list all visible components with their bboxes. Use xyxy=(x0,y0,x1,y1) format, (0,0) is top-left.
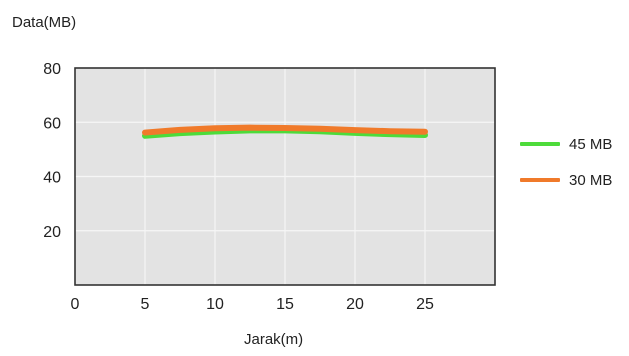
legend-label-45mb: 45 MB xyxy=(569,135,613,153)
legend-swatch-45mb xyxy=(520,142,560,146)
x-tick-label: 25 xyxy=(416,296,434,313)
y-tick-label: 80 xyxy=(43,61,61,78)
x-axis-label: Jarak(m) xyxy=(244,331,304,348)
y-axis-label: Data(MB) xyxy=(12,14,77,31)
legend-item-45mb: 45 MB xyxy=(520,134,612,154)
x-tick-label: 5 xyxy=(141,296,150,313)
legend-item-30mb: 30 MB xyxy=(520,170,612,190)
x-tick-label: 10 xyxy=(206,296,224,313)
legend-swatch-30mb xyxy=(520,178,560,182)
y-tick-label: 20 xyxy=(43,224,61,241)
legend: 45 MB 30 MB xyxy=(520,134,612,206)
x-tick-label: 15 xyxy=(276,296,294,313)
legend-label-30mb: 30 MB xyxy=(569,171,613,189)
y-tick-label: 40 xyxy=(43,170,61,187)
x-tick-label: 20 xyxy=(346,296,364,313)
x-tick-label: 0 xyxy=(71,296,80,313)
y-tick-label: 60 xyxy=(43,115,61,132)
plot-frame xyxy=(74,67,496,286)
series-line-30mb xyxy=(142,124,428,136)
